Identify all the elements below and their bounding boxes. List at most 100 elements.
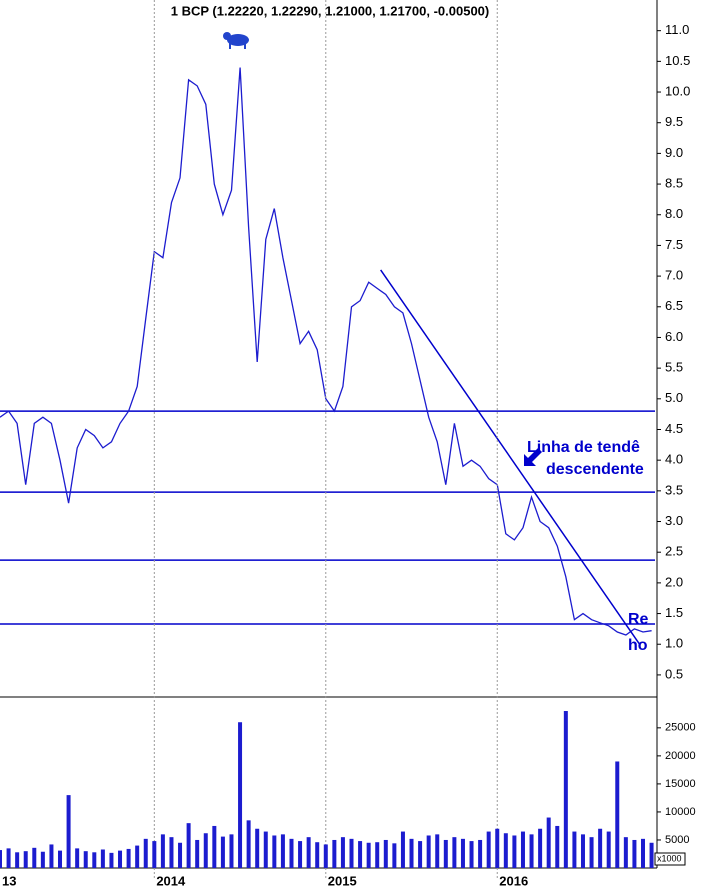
volume-bar xyxy=(83,851,88,868)
y-tick-label: 3.0 xyxy=(665,513,683,528)
y-tick-label: 2.0 xyxy=(665,574,683,589)
x-tick-label: 2015 xyxy=(328,873,357,888)
volume-bar xyxy=(546,817,551,868)
y-tick-label: 6.0 xyxy=(665,329,683,344)
volume-bar xyxy=(632,839,637,868)
volume-bar xyxy=(529,834,534,868)
volume-bar xyxy=(178,842,183,868)
volume-bar xyxy=(58,850,63,868)
volume-bar xyxy=(520,831,525,868)
volume-bar xyxy=(246,820,251,868)
y-tick-label: 5000 xyxy=(665,834,689,846)
y-tick-label: 1.0 xyxy=(665,636,683,651)
volume-bar xyxy=(589,837,594,868)
volume-bar xyxy=(538,828,543,868)
volume-bar xyxy=(340,837,345,868)
volume-bar xyxy=(315,842,320,868)
volume-bar xyxy=(366,842,371,868)
y-tick-label: 3.5 xyxy=(665,482,683,497)
volume-bar xyxy=(272,835,277,868)
volume-bar xyxy=(572,831,577,868)
y-tick-label: 5.5 xyxy=(665,360,683,375)
annotation-arrow xyxy=(524,448,542,466)
volume-bar xyxy=(135,845,140,868)
volume-bar xyxy=(418,841,423,868)
volume-bar xyxy=(598,828,603,868)
volume-bar xyxy=(40,851,45,868)
y-tick-label: 11.0 xyxy=(665,22,689,37)
volume-bar xyxy=(186,823,191,868)
volume-bar xyxy=(495,828,500,868)
volume-bar xyxy=(580,834,585,868)
volume-bar xyxy=(460,838,465,868)
volume-bar xyxy=(503,833,508,868)
price-line xyxy=(0,67,652,636)
volume-bar xyxy=(640,838,645,868)
y-tick-label: 8.5 xyxy=(665,176,683,191)
volume-bar xyxy=(280,834,285,868)
volume-bar xyxy=(383,839,388,868)
volume-bar xyxy=(169,837,174,868)
volume-bar xyxy=(512,835,517,868)
volume-bar xyxy=(469,841,474,868)
y-tick-label: 9.0 xyxy=(665,145,683,160)
volume-bar xyxy=(375,842,380,868)
volume-bar xyxy=(435,834,440,868)
volume-bar xyxy=(349,838,354,868)
volume-bar xyxy=(255,828,260,868)
volume-bar xyxy=(212,825,217,868)
y-tick-label: 1.5 xyxy=(665,605,683,620)
volume-bar xyxy=(623,837,628,868)
volume-bar xyxy=(160,834,165,868)
y-tick-label: 7.0 xyxy=(665,268,683,283)
volume-bar xyxy=(555,825,560,868)
volume-bar xyxy=(195,839,200,868)
y-tick-label: 25000 xyxy=(665,722,696,734)
volume-bar xyxy=(0,850,2,868)
volume-bar xyxy=(289,838,294,868)
volume-bar xyxy=(323,844,328,868)
volume-bar xyxy=(32,847,37,868)
volume-bar xyxy=(220,836,225,868)
volume-bar xyxy=(263,831,268,868)
bull-icon xyxy=(223,32,249,49)
volume-bar xyxy=(203,833,208,868)
y-tick-label: 6.5 xyxy=(665,298,683,313)
volume-bar xyxy=(126,848,131,868)
y-tick-label: 20000 xyxy=(665,750,696,762)
volume-bar xyxy=(118,850,123,868)
volume-bar xyxy=(298,841,303,868)
y-tick-label: 4.0 xyxy=(665,452,683,467)
x-tick-label: 2016 xyxy=(499,873,528,888)
volume-bar xyxy=(15,852,20,868)
y-tick-label: 5.0 xyxy=(665,390,683,405)
volume-bar xyxy=(426,835,431,868)
annotation: ho xyxy=(628,637,648,654)
volume-bar xyxy=(409,838,414,868)
volume-bar xyxy=(229,834,234,868)
volume-bar xyxy=(49,844,54,868)
volume-bar xyxy=(606,831,611,868)
volume-bar xyxy=(400,831,405,868)
y-tick-label: 10.5 xyxy=(665,53,690,68)
volume-bar xyxy=(152,841,157,868)
annotation: Linha de tendê xyxy=(527,439,640,456)
y-tick-label: 7.5 xyxy=(665,237,683,252)
y-tick-label: 2.5 xyxy=(665,544,683,559)
y-tick-label: 4.5 xyxy=(665,421,683,436)
x-tick-label: 13 xyxy=(2,873,16,888)
volume-bar xyxy=(649,842,654,868)
trendline xyxy=(380,269,641,645)
annotation: descendente xyxy=(546,461,644,478)
volume-bar xyxy=(143,838,148,868)
volume-bar xyxy=(478,839,483,868)
volume-bar xyxy=(75,848,80,868)
volume-bar xyxy=(306,837,311,868)
volume-bar xyxy=(486,831,491,868)
volume-bar xyxy=(332,839,337,868)
volume-bar xyxy=(443,839,448,868)
volume-bar xyxy=(615,761,620,868)
volume-bar xyxy=(66,795,71,868)
